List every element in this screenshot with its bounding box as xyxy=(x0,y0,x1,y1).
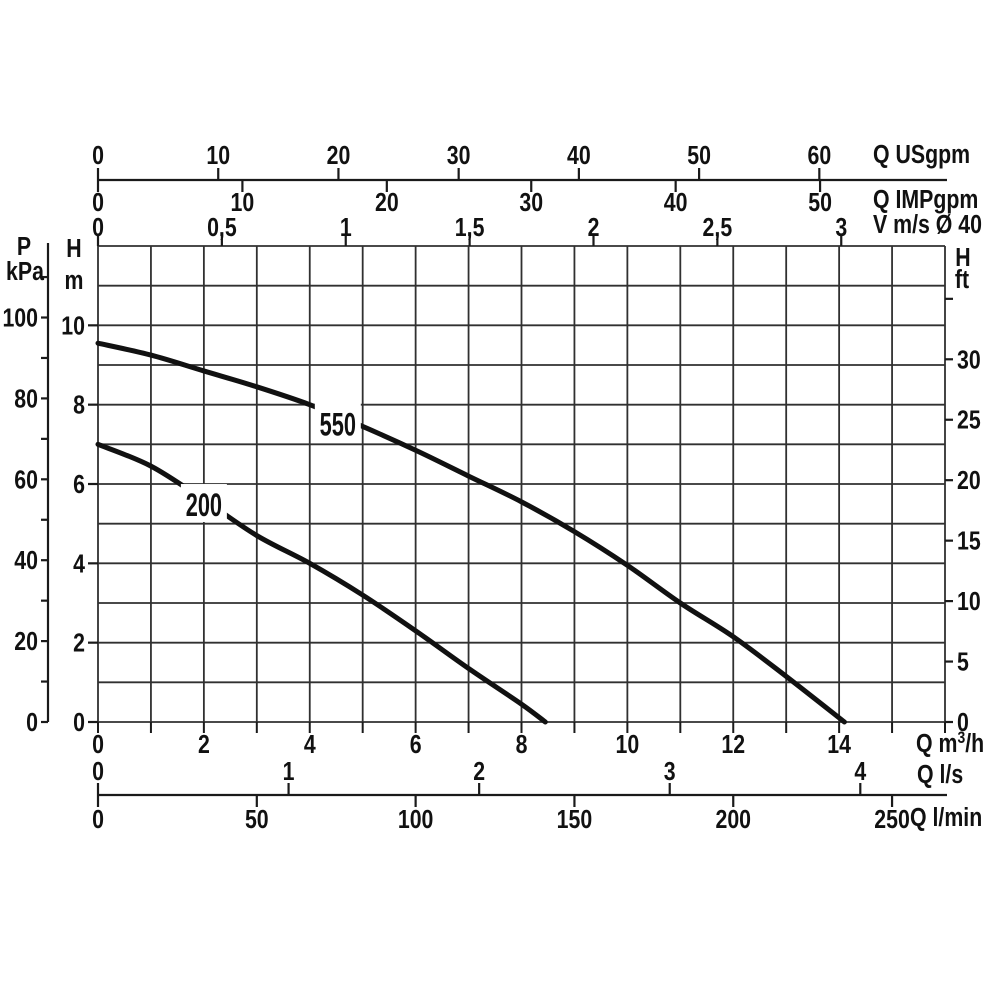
tick-label-lmin: 0 xyxy=(92,805,104,835)
axis-title-p-line1: P xyxy=(17,232,31,262)
tick-label-lmin: 50 xyxy=(245,805,269,835)
tick-label-hft: 30 xyxy=(957,345,981,375)
tick-label-m3h: 10 xyxy=(616,730,640,760)
curve-550 xyxy=(95,340,847,725)
tick-label-m3h: 2 xyxy=(198,730,210,760)
tick-label-ls: 4 xyxy=(854,757,867,787)
tick-label-hm: 4 xyxy=(73,549,86,579)
tick-label-kpa: 80 xyxy=(14,384,38,414)
tick-label-impgpm: 50 xyxy=(808,188,832,218)
tick-label-kpa: 0 xyxy=(26,708,38,738)
axis-headers: Q USgpm Q IMPgpm V m/s Ø 40 Q m3/h Q l/s… xyxy=(6,140,984,833)
tick-label-hft: 20 xyxy=(957,466,981,496)
axis-title-hm-line2: m xyxy=(65,266,84,296)
axis-title-q-m3h-post: /h xyxy=(965,729,984,759)
curve-label-200: 200 xyxy=(186,487,222,523)
tick-label-usgpm: 20 xyxy=(327,141,351,171)
axis-title-q-m3h-sup: 3 xyxy=(957,729,965,748)
axes: 0 10 20 30 40 50 600 10 20 30 40 500 0,5 1 1,5 2 2,5 30 2 4… xyxy=(2,141,980,835)
tick-label-v-ms: 2,5 xyxy=(703,213,733,243)
tick-label-usgpm: 60 xyxy=(807,141,831,171)
tick-label-m3h: 8 xyxy=(516,730,528,760)
tick-label-m3h: 12 xyxy=(721,730,745,760)
grid xyxy=(97,245,946,723)
tick-label-v-ms: 2 xyxy=(588,213,600,243)
tick-label-lmin: 150 xyxy=(557,805,593,835)
tick-label-hft: 5 xyxy=(957,648,969,678)
tick-label-kpa: 20 xyxy=(14,627,38,657)
curve-label-mask-550 xyxy=(314,403,361,442)
tick-label-lmin: 200 xyxy=(715,805,751,835)
tick-label-v-ms: 1,5 xyxy=(455,213,485,243)
tick-label-hft: 25 xyxy=(957,406,981,436)
curves: 550 200 xyxy=(95,340,847,725)
curve-label-mask-200 xyxy=(180,484,227,523)
tick-label-impgpm: 0 xyxy=(92,188,104,218)
axis-title-hft-line2: ft xyxy=(955,265,969,295)
tick-label-kpa: 100 xyxy=(2,304,38,334)
axis-title-q-m3h: Q m3/h xyxy=(916,729,984,759)
tick-label-v-ms: 0,5 xyxy=(207,213,237,243)
tick-label-usgpm: 0 xyxy=(92,141,104,171)
axis-title-q-ls: Q l/s xyxy=(917,760,963,790)
tick-label-ls: 0 xyxy=(92,757,104,787)
axis-title-q-impgpm: Q IMPgpm xyxy=(873,185,978,215)
tick-label-hft: 0 xyxy=(957,708,969,738)
tick-label-usgpm: 30 xyxy=(447,141,471,171)
tick-label-v-ms: 3 xyxy=(835,213,847,243)
tick-label-hm: 0 xyxy=(73,708,85,738)
tick-label-hm: 6 xyxy=(73,470,85,500)
axis-title-q-m3h-pre: Q m xyxy=(916,729,957,759)
tick-label-m3h: 14 xyxy=(827,730,851,760)
tick-label-ls: 3 xyxy=(664,757,676,787)
tick-label-impgpm: 40 xyxy=(664,188,688,218)
tick-label-m3h: 4 xyxy=(304,730,317,760)
tick-label-lmin: 250 xyxy=(874,805,910,835)
axis-title-v-ms: V m/s Ø 40 xyxy=(873,210,982,240)
tick-label-impgpm: 20 xyxy=(375,188,399,218)
tick-label-v-ms: 1 xyxy=(340,213,352,243)
tick-label-v-ms: 0 xyxy=(92,213,104,243)
tick-label-lmin: 100 xyxy=(398,805,434,835)
tick-label-hft: 15 xyxy=(957,527,981,557)
tick-label-m3h: 6 xyxy=(410,730,422,760)
curve-label-550: 550 xyxy=(320,406,356,442)
axis-title-p-line2: kPa xyxy=(6,257,45,287)
tick-label-hm: 2 xyxy=(73,629,85,659)
tick-label-ls: 2 xyxy=(473,757,485,787)
tick-label-hm: 8 xyxy=(73,391,85,421)
tick-label-impgpm: 10 xyxy=(231,188,255,218)
tick-label-hft: 10 xyxy=(957,587,981,617)
tick-label-impgpm: 30 xyxy=(519,188,543,218)
axis-title-q-lmin: Q l/min xyxy=(910,803,982,833)
curve-200 xyxy=(95,441,548,725)
tick-label-hm: 10 xyxy=(61,311,85,341)
axis-title-q-usgpm: Q USgpm xyxy=(873,140,970,170)
tick-label-m3h: 0 xyxy=(92,730,104,760)
tick-label-kpa: 40 xyxy=(14,546,38,576)
axis-title-hft-line1: H xyxy=(955,243,970,273)
tick-label-usgpm: 50 xyxy=(687,141,711,171)
tick-label-usgpm: 10 xyxy=(206,141,230,171)
axis-title-hm-line1: H xyxy=(66,234,81,264)
tick-label-ls: 1 xyxy=(283,757,295,787)
tick-label-kpa: 60 xyxy=(14,465,38,495)
tick-label-usgpm: 40 xyxy=(567,141,591,171)
